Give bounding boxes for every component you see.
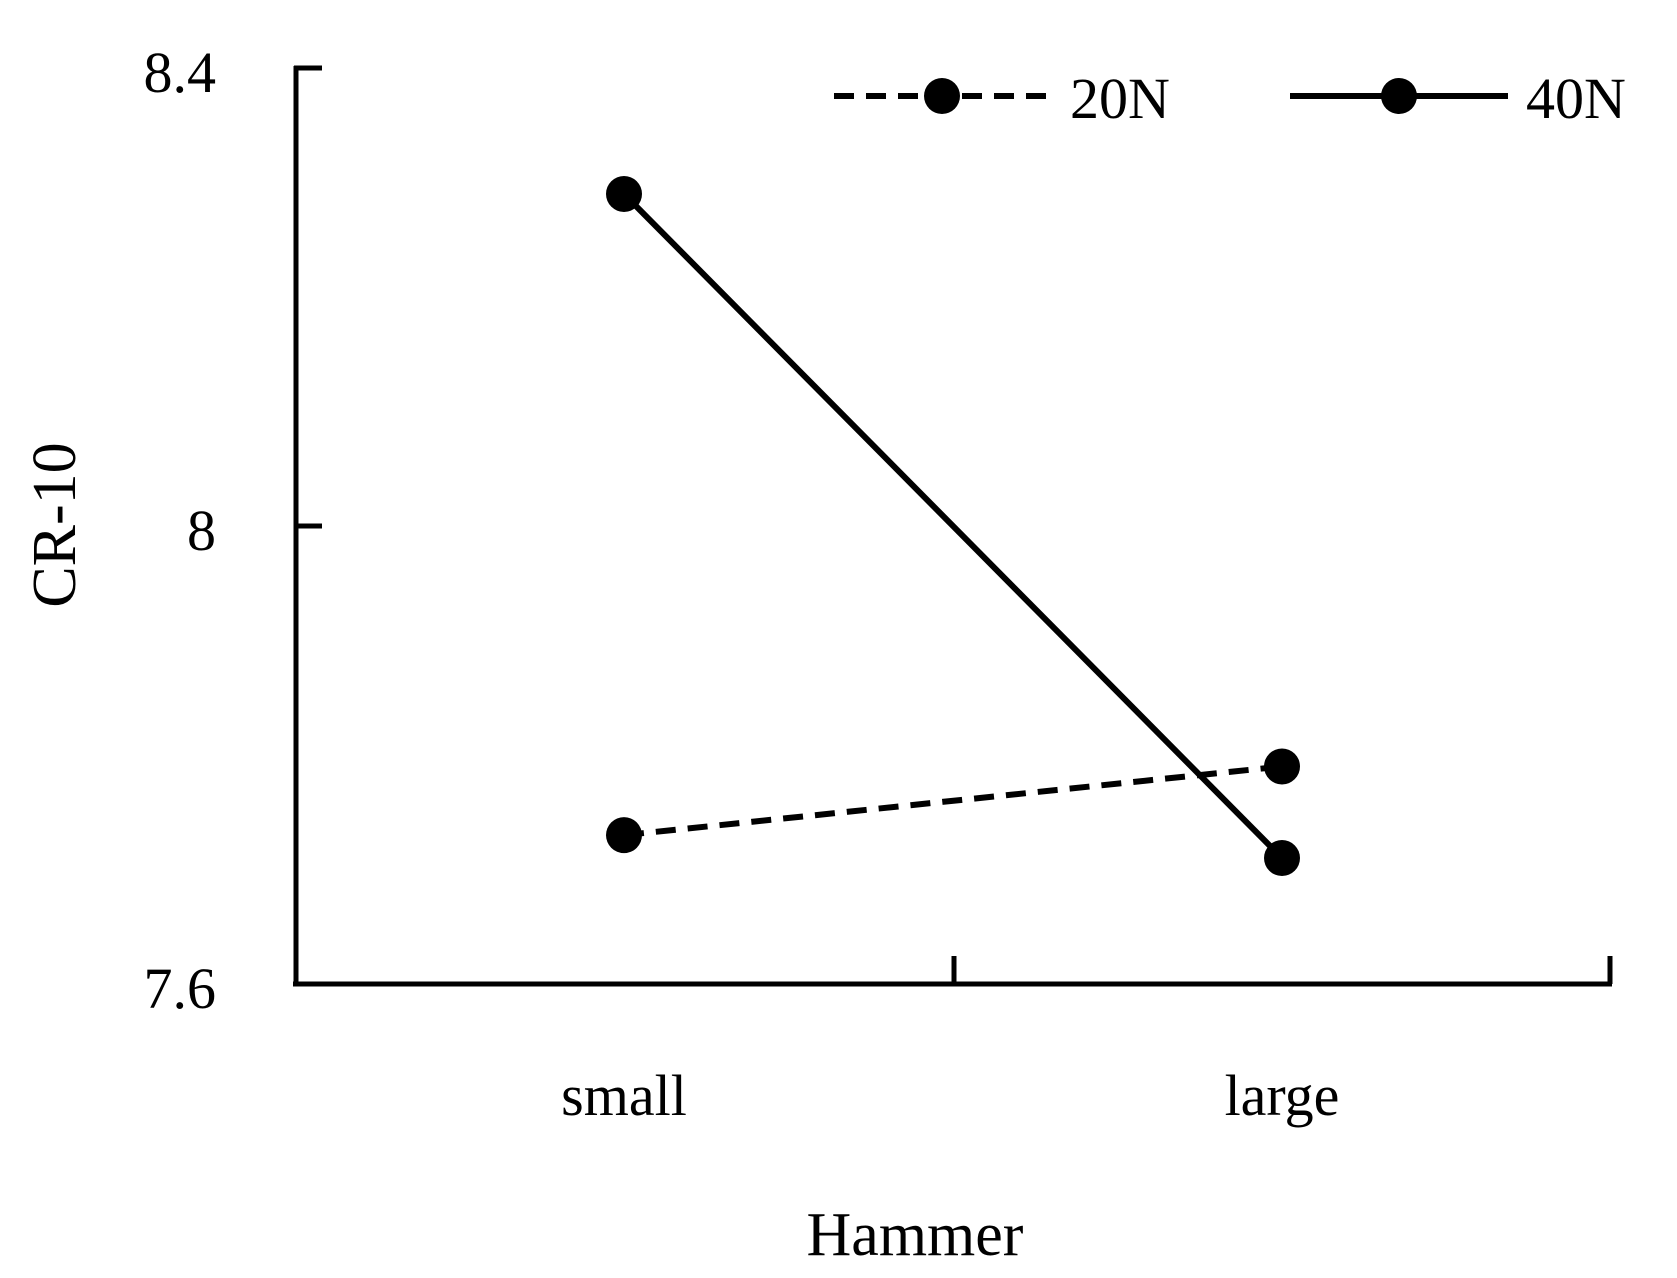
- series-line-40n: [621, 191, 1285, 861]
- y-tick-label-8-4: 8.4: [144, 40, 217, 105]
- x-axis-title: Hammer: [807, 1201, 1024, 1269]
- data-point-20n-large: [1264, 748, 1300, 785]
- y-tick-label-7-6: 7.6: [144, 956, 217, 1021]
- legend-marker-20n: [924, 78, 960, 114]
- series-layer: [606, 175, 1300, 877]
- y-tick-label-8: 8: [187, 498, 216, 563]
- data-point-20n-small: [606, 817, 642, 854]
- legend-marker-40n: [1381, 78, 1417, 114]
- x-tick-label-large: large: [1225, 1063, 1340, 1128]
- series-line-20n: [623, 763, 1283, 839]
- x-tick-label-small: small: [561, 1063, 687, 1128]
- y-axis-title: CR-10: [21, 442, 89, 607]
- legend-label-40n: 40N: [1526, 66, 1626, 131]
- data-point-40n-small: [606, 175, 642, 212]
- legend-label-20n: 20N: [1070, 66, 1170, 131]
- legend: 20N 40N: [834, 66, 1626, 131]
- data-point-40n-large: [1264, 840, 1300, 877]
